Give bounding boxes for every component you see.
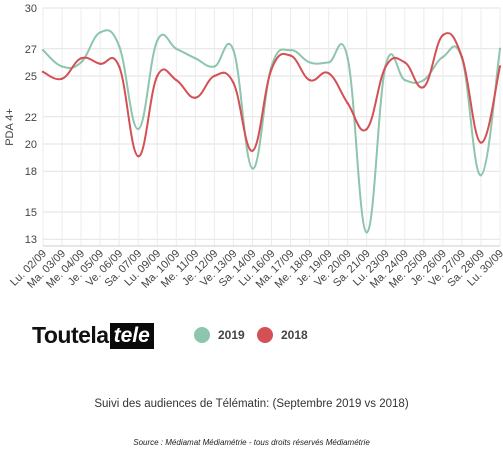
y-tick-label: 18	[25, 166, 37, 178]
data-point-2019	[98, 31, 102, 34]
data-point-2018	[346, 102, 349, 105]
y-tick-label: 20	[25, 139, 37, 151]
data-point-2018	[498, 65, 502, 68]
data-point-2019	[213, 65, 216, 68]
data-point-2018	[117, 65, 121, 68]
data-point-2018	[403, 61, 406, 64]
data-point-2018	[270, 68, 273, 71]
data-point-2019	[175, 47, 178, 50]
data-point-2019	[117, 44, 121, 48]
data-point-2018	[422, 85, 426, 89]
data-point-2018	[156, 74, 159, 78]
y-axis-label: PDA 4+	[4, 108, 16, 146]
legend-item-2019[interactable]: 2019	[194, 327, 245, 343]
data-point-2018	[98, 62, 102, 65]
data-point-2018	[460, 55, 464, 59]
data-point-2019	[79, 61, 83, 64]
data-point-2019	[41, 48, 45, 52]
legend-item-2018[interactable]: 2018	[257, 327, 308, 343]
logo-tele-box: tele	[109, 322, 154, 349]
y-tick-label: 22	[25, 112, 37, 124]
data-point-2018	[41, 70, 45, 74]
data-point-2018	[213, 74, 216, 78]
y-axis: 13 15 18 20 22 25 27 30	[25, 3, 37, 246]
data-point-2019	[156, 39, 159, 42]
data-point-2019	[403, 78, 406, 82]
legend-label-2019: 2019	[218, 328, 245, 342]
source-note: Source : Médiamat Médiamétrie - tous dro…	[133, 438, 370, 447]
data-point-2018	[479, 141, 483, 144]
data-point-2019	[365, 231, 368, 234]
data-point-2018	[251, 149, 254, 152]
data-point-2019	[422, 78, 426, 82]
toutelatele-logo: Toutela tele	[32, 322, 154, 349]
data-point-2019	[289, 48, 292, 52]
y-tick-label: 13	[25, 234, 37, 246]
data-point-2018	[384, 65, 387, 68]
data-point-2018	[232, 81, 235, 85]
data-point-2018	[327, 72, 330, 75]
data-point-2019	[137, 127, 140, 131]
grid-lines	[42, 7, 501, 246]
chart-caption: Suivi des audiences de Télématin: (Septe…	[94, 398, 409, 410]
data-point-2019	[441, 55, 445, 59]
data-point-2018	[365, 127, 368, 131]
data-point-2019	[60, 65, 64, 68]
logo-text: Toutela	[32, 322, 109, 348]
y-tick-label: 30	[25, 3, 37, 15]
y-tick-label: 27	[25, 44, 37, 56]
data-point-2018	[60, 77, 64, 80]
data-point-2018	[441, 34, 445, 37]
legend: Toutela tele 2019 2018	[0, 320, 503, 356]
legend-swatch-2018	[257, 327, 273, 343]
series-line-2019	[42, 29, 501, 234]
data-point-2019	[498, 47, 502, 50]
data-point-2018	[289, 54, 292, 57]
data-point-2019	[232, 48, 235, 52]
data-point-2019	[251, 167, 254, 170]
data-point-2019	[327, 61, 330, 64]
y-tick-label: 25	[25, 71, 37, 83]
data-point-2018	[137, 155, 140, 158]
data-point-2019	[308, 61, 311, 64]
legend-label-2018: 2018	[281, 328, 308, 342]
data-point-2018	[175, 78, 178, 82]
data-point-2019	[346, 57, 349, 60]
data-point-2018	[194, 96, 197, 99]
data-point-2018	[79, 57, 83, 60]
y-tick-label: 15	[25, 207, 37, 219]
data-point-2019	[194, 57, 197, 60]
series-lines	[41, 29, 502, 234]
data-point-2019	[479, 174, 483, 177]
data-point-2018	[308, 78, 311, 82]
legend-swatch-2019	[194, 327, 210, 343]
